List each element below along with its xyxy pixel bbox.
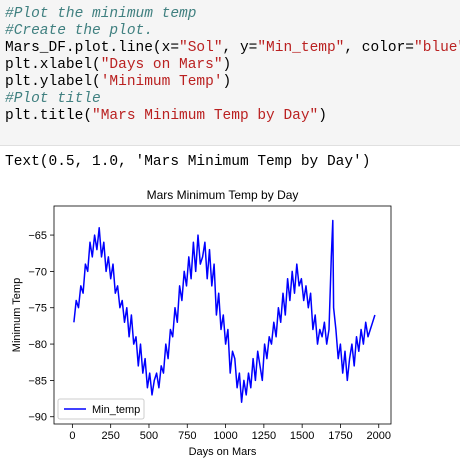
cell-output-text: Text(0.5, 1.0, 'Mars Minimum Temp by Day… [5, 154, 371, 170]
y-tick-label: −75 [28, 303, 47, 315]
x-axis: 0 250 500 750 1000 1250 1500 1750 2000 [69, 424, 391, 442]
comment-plot-min: #Plot the minimum temp [5, 6, 197, 22]
code-line-7: plt.title("Mars Minimum Temp by Day") [5, 108, 327, 125]
code-line-1: #Plot the minimum temp [5, 6, 196, 23]
y-axis-label: Minimum Temp [11, 278, 23, 352]
code-color-arg: "blue" [414, 40, 460, 56]
code-line-6: #Plot title [5, 91, 101, 108]
code-y-arg: "Min_temp" [257, 40, 345, 56]
code-x-arg: "Sol" [179, 40, 223, 56]
code-sep-2: , color= [344, 40, 414, 56]
x-tick-label: 500 [140, 430, 158, 442]
y-tick-label: −85 [28, 375, 47, 387]
legend: Min_temp [57, 398, 145, 420]
y-tick-label: −80 [28, 339, 47, 351]
comment-plot-title: #Plot title [5, 91, 101, 107]
code-xlabel-arg: "Days on Mars" [100, 57, 223, 73]
x-tick-label: 750 [178, 430, 196, 442]
code-line-3: Mars_DF.plot.line(x="Sol", y="Min_temp",… [5, 40, 460, 57]
code-ylabel-call: plt.ylabel( [5, 74, 101, 90]
y-tick-label: −70 [28, 266, 47, 278]
code-title-call: plt.title( [5, 108, 93, 124]
x-tick-label: 1000 [213, 430, 237, 442]
code-plot-call: Mars_DF.plot.line(x= [5, 40, 180, 56]
x-tick-label: 1750 [328, 430, 352, 442]
x-tick-label: 1500 [290, 430, 314, 442]
code-close-3: ) [222, 74, 232, 90]
code-close-4: ) [318, 108, 327, 124]
code-sep-1: , y= [222, 40, 258, 56]
code-close-2: ) [222, 57, 232, 73]
x-tick-label: 1250 [252, 430, 276, 442]
code-line-2: #Create the plot. [5, 23, 153, 40]
y-axis: −65 −70 −75 −80 −85 −90 [28, 230, 54, 424]
code-ylabel-arg: 'Minimum Temp' [100, 74, 223, 90]
chart-title: Mars Minimum Temp by Day [146, 188, 299, 202]
legend-label: Min_temp [92, 404, 140, 416]
x-axis-label: Days on Mars [189, 446, 257, 458]
code-title-arg: "Mars Minimum Temp by Day" [92, 108, 319, 124]
x-tick-label: 0 [69, 430, 75, 442]
y-tick-label: −90 [28, 412, 47, 424]
y-tick-label: −65 [28, 230, 47, 242]
code-line-4: plt.xlabel("Days on Mars") [5, 57, 231, 74]
legend-box [57, 398, 145, 420]
x-tick-label: 250 [101, 430, 119, 442]
comment-create-plot: #Create the plot. [5, 23, 153, 39]
code-cell[interactable]: #Plot the minimum temp #Create the plot.… [0, 0, 460, 146]
x-tick-label: 2000 [367, 430, 391, 442]
code-xlabel-call: plt.xlabel( [5, 57, 101, 73]
code-line-5: plt.ylabel('Minimum Temp') [5, 74, 231, 91]
series-line-min-temp [73, 219, 376, 403]
plot-area [53, 205, 392, 425]
